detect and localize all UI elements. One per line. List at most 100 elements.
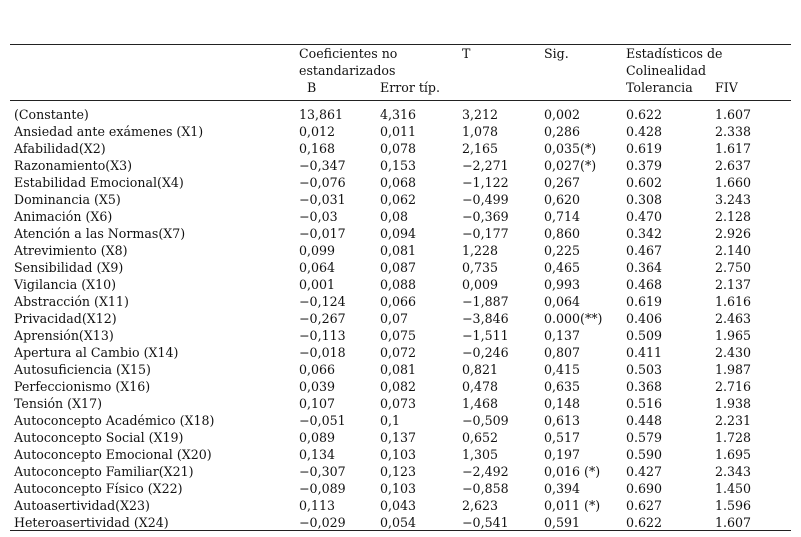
table-row: Vigilancia (X10) 0,001 0,088 0,009 0,993 0.46…: [10, 276, 791, 293]
tolerancia-value: 0.627: [626, 498, 663, 513]
table-row: Apertura al Cambio (X14) −0,018 0,072 −0,24…: [10, 344, 791, 361]
fiv-value: 1.728: [715, 430, 752, 445]
sig-value: 0,035(*): [544, 141, 597, 156]
table-row: Ansiedad ante exámenes (X1) 0,012 0,011 1,0…: [10, 123, 791, 140]
t-value: 0,735: [462, 260, 499, 275]
tolerancia-value: 0.467: [626, 243, 663, 258]
fiv-value: 1.607: [715, 515, 752, 530]
error-value: 0,1: [380, 413, 401, 428]
b-value: −0,018: [299, 345, 346, 360]
fiv-value: 2.750: [715, 260, 752, 275]
variable-name: Autoconcepto Familiar(X21): [14, 464, 194, 479]
header-rule: [10, 100, 791, 101]
sig-value: 0,064: [544, 294, 581, 309]
t-value: −0,509: [462, 413, 509, 428]
t-value: −2,271: [462, 158, 509, 173]
b-value: −0,307: [299, 464, 346, 479]
fiv-value: 2.137: [715, 277, 752, 292]
table-row: Privacidad(X12) −0,267 0,07 −3,846 0.000(**)…: [10, 310, 791, 327]
error-value: 0,066: [380, 294, 417, 309]
sig-value: 0,591: [544, 515, 581, 530]
sig-value: 0,635: [544, 379, 581, 394]
b-value: −0,124: [299, 294, 346, 309]
b-value: −0,267: [299, 311, 346, 326]
sig-value: 0,286: [544, 124, 581, 139]
sig-value: 0,465: [544, 260, 581, 275]
variable-name: Autoconcepto Emocional (X20): [14, 447, 212, 462]
sig-value: 0.000(**): [544, 311, 603, 326]
tolerancia-value: 0.622: [626, 107, 663, 122]
variable-name: Animación (X6): [14, 209, 113, 224]
fiv-value: 2.463: [715, 311, 752, 326]
table-row: Abstracción (X11) −0,124 0,066 −1,887 0,064 0…: [10, 293, 791, 310]
variable-name: Autoasertividad(X23): [14, 498, 150, 513]
error-value: 0,088: [380, 277, 417, 292]
t-value: −3,846: [462, 311, 509, 326]
table-row: Dominancia (X5) −0,031 0,062 −0,499 0,620 0.3…: [10, 191, 791, 208]
fiv-value: 1.695: [715, 447, 752, 462]
b-value: −0,031: [299, 192, 346, 207]
error-value: 0,081: [380, 362, 417, 377]
error-value: 0,081: [380, 243, 417, 258]
fiv-value: 2.430: [715, 345, 752, 360]
tolerancia-value: 0.308: [626, 192, 663, 207]
error-value: 0,103: [380, 447, 417, 462]
sig-value: 0,002: [544, 107, 581, 122]
t-value: 2,623: [462, 498, 499, 513]
fiv-value: 1.660: [715, 175, 752, 190]
fiv-value: 1.616: [715, 294, 752, 309]
b-value: 0,066: [299, 362, 336, 377]
tolerancia-value: 0.448: [626, 413, 663, 428]
fiv-value: 2.343: [715, 464, 752, 479]
sig-value: 0,993: [544, 277, 581, 292]
t-value: 0,821: [462, 362, 499, 377]
sig-value: 0,197: [544, 447, 581, 462]
table-row: (Constante) 13,861 4,316 3,212 0,002 0.622 1.6…: [10, 106, 791, 123]
tolerancia-value: 0.364: [626, 260, 663, 275]
variable-name: Vigilancia (X10): [14, 277, 117, 292]
fiv-value: 2.338: [715, 124, 752, 139]
b-value: −0,347: [299, 158, 346, 173]
b-value: −0,076: [299, 175, 346, 190]
fiv-value: 1.938: [715, 396, 752, 411]
sig-value: 0,016 (*): [544, 464, 601, 479]
tolerancia-value: 0.411: [626, 345, 663, 360]
sig-value: 0,807: [544, 345, 581, 360]
variable-name: Autosuficiencia (X15): [14, 362, 151, 377]
variable-name: Sensibilidad (X9): [14, 260, 124, 275]
t-value: −0,177: [462, 226, 509, 241]
fiv-value: 1.607: [715, 107, 752, 122]
table-row: Autoconcepto Social (X19) 0,089 0,137 0,652…: [10, 429, 791, 446]
variable-name: Autoconcepto Físico (X22): [14, 481, 183, 496]
error-value: 0,08: [380, 209, 409, 224]
error-value: 4,316: [380, 107, 417, 122]
t-value: 1,228: [462, 243, 499, 258]
tolerancia-value: 0.428: [626, 124, 663, 139]
t-value: −1,511: [462, 328, 509, 343]
variable-name: Aprensión(X13): [14, 328, 114, 343]
t-value: 2,165: [462, 141, 499, 156]
b-value: 0,001: [299, 277, 336, 292]
error-value: 0,082: [380, 379, 417, 394]
top-rule: [10, 44, 791, 45]
t-value: −1,122: [462, 175, 509, 190]
variable-name: (Constante): [14, 107, 89, 122]
t-value: 1,305: [462, 447, 499, 462]
error-value: 0,078: [380, 141, 417, 156]
error-value: 0,094: [380, 226, 417, 241]
table-row: Autosuficiencia (X15) 0,066 0,081 0,821 0,41…: [10, 361, 791, 378]
variable-name: Apertura al Cambio (X14): [14, 345, 179, 360]
variable-name: Abstracción (X11): [14, 294, 129, 309]
t-value: −0,369: [462, 209, 509, 224]
t-value: 1,468: [462, 396, 499, 411]
b-value: −0,113: [299, 328, 346, 343]
tolerancia-value: 0.590: [626, 447, 663, 462]
tolerancia-value: 0.470: [626, 209, 663, 224]
header-colin-line1: Estadísticos de: [626, 46, 723, 61]
b-value: 0,168: [299, 141, 336, 156]
fiv-value: 2.231: [715, 413, 752, 428]
t-value: −2,492: [462, 464, 509, 479]
fiv-value: 2.637: [715, 158, 752, 173]
t-value: 0,009: [462, 277, 499, 292]
table-row: Tensión (X17) 0,107 0,073 1,468 0,148 0.516 1.…: [10, 395, 791, 412]
